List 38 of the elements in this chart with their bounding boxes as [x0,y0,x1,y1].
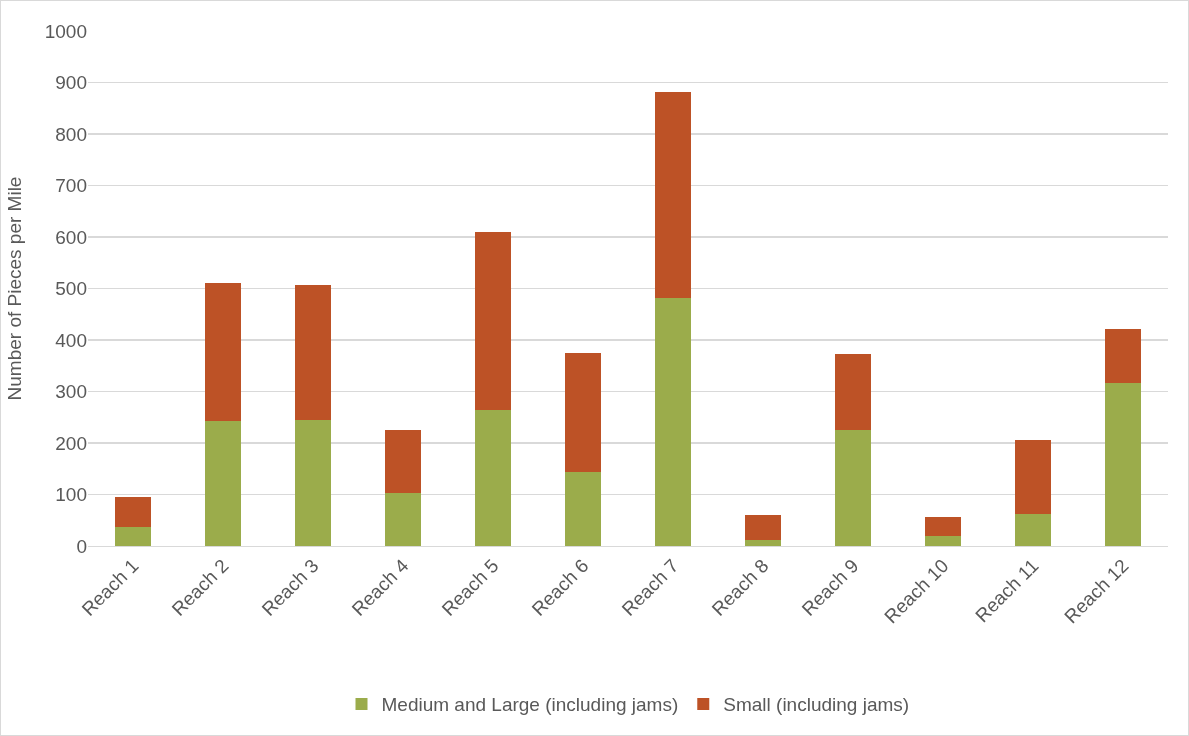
y-tick-label: 1000 [44,20,87,42]
bar [565,352,601,473]
bar [115,526,151,546]
bar [925,516,961,536]
y-tick-label: 100 [55,484,87,506]
legend-label: Small (including jams) [723,694,910,716]
y-tick-label: 300 [55,381,87,403]
bar [475,409,511,546]
bar [475,231,511,410]
bar [295,284,331,420]
bar [385,430,421,494]
y-tick-label: 400 [55,329,87,351]
bar [205,283,241,422]
bar [565,472,601,546]
bar [1015,513,1051,546]
bar [115,497,151,527]
bar [835,430,871,546]
y-axis-title: Number of Pieces per Mile [3,176,25,401]
bar [385,493,421,546]
y-tick-label: 600 [55,226,87,248]
bar [1015,440,1051,514]
y-tick-label: 800 [55,123,87,145]
y-tick-label: 900 [55,72,87,94]
legend-label: Medium and Large (including jams) [381,694,679,716]
bar [745,515,781,540]
y-tick-label: 700 [55,175,87,197]
bar [835,354,871,431]
y-tick-label: 0 [76,535,87,557]
y-tick-label: 500 [55,278,87,300]
bar [925,535,961,546]
bar [745,539,781,546]
bar [295,419,331,546]
bar [1105,382,1141,546]
y-tick-label: 200 [55,432,87,454]
bar [205,421,241,546]
bar [1105,328,1141,383]
bar [655,297,691,546]
bar [655,91,691,298]
